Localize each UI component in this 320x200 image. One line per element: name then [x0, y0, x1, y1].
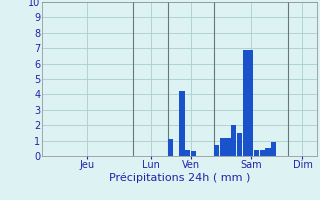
Bar	[243, 50, 248, 156]
Bar	[191, 151, 196, 156]
Bar	[260, 150, 265, 156]
Bar	[180, 91, 185, 156]
Bar	[254, 150, 259, 156]
Bar	[266, 148, 271, 156]
Bar	[220, 138, 225, 156]
Bar	[168, 139, 173, 156]
Bar	[185, 150, 190, 156]
Bar	[214, 145, 219, 156]
Bar	[237, 133, 242, 156]
Bar	[231, 125, 236, 156]
Bar	[248, 50, 253, 156]
X-axis label: Précipitations 24h ( mm ): Précipitations 24h ( mm )	[108, 173, 250, 183]
Bar	[271, 142, 276, 156]
Bar	[225, 138, 230, 156]
